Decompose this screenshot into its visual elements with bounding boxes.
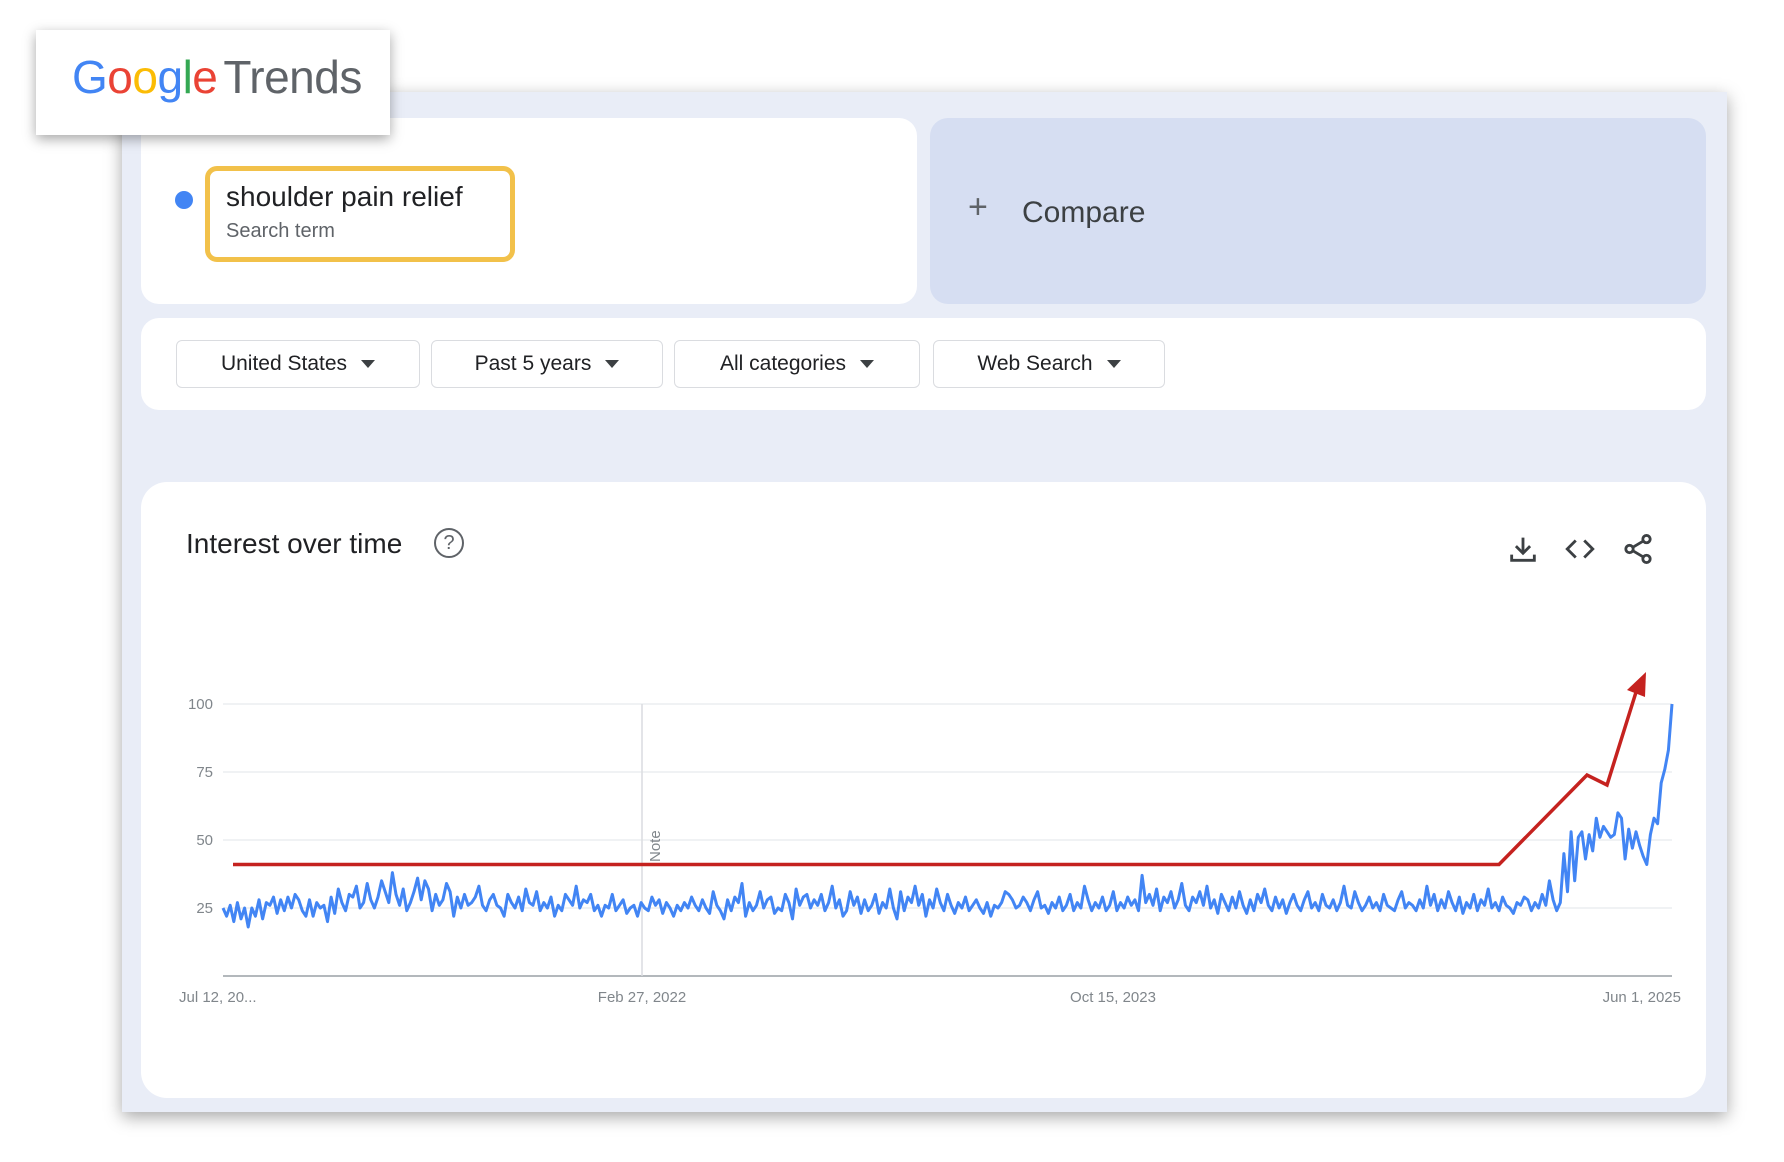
embed-code-icon[interactable]	[1563, 532, 1597, 566]
filter-bar: United States Past 5 years All categorie…	[141, 318, 1706, 410]
interest-over-time-card: Interest over time ? 25 50 75 100 Jul 12, 2…	[141, 482, 1706, 1098]
compare-label: Compare	[1022, 196, 1146, 229]
download-icon[interactable]	[1506, 532, 1540, 566]
y-tick-label: 50	[196, 832, 213, 849]
filter-category-label: All categories	[719, 352, 847, 375]
series-color-dot	[175, 191, 193, 209]
y-tick-label: 75	[196, 764, 213, 781]
caret-down-icon	[605, 360, 620, 368]
search-term-card[interactable]: shoulder pain relief Search term	[141, 118, 917, 304]
google-trends-logo[interactable]: Google Trends	[72, 51, 362, 103]
logo-product: Trends	[223, 51, 362, 103]
search-term-highlight	[205, 166, 515, 262]
caret-down-icon	[361, 360, 376, 368]
x-tick-label: Oct 15, 2023	[1070, 989, 1156, 1006]
caret-down-icon	[1106, 360, 1121, 368]
search-term-name[interactable]: shoulder pain relief	[226, 181, 463, 212]
plus-icon: +	[968, 188, 988, 226]
filter-category[interactable]: All categories	[674, 340, 920, 388]
trend-arrow-head	[1627, 672, 1646, 697]
logo-box: Google Trends	[36, 30, 390, 135]
x-tick-label: Feb 27, 2022	[598, 989, 686, 1006]
filter-search-type-label: Web Search	[977, 352, 1093, 375]
series-line-shoulder-pain-relief	[221, 703, 1674, 929]
chart-title: Interest over time	[186, 528, 403, 559]
y-tick-label: 100	[188, 696, 213, 713]
filter-region-label: United States	[220, 352, 348, 375]
trend-arrow-annotation	[233, 688, 1639, 867]
note-label[interactable]: Note	[647, 830, 664, 862]
filter-time-range[interactable]: Past 5 years	[431, 340, 663, 388]
x-tick-label: Jun 1, 2025	[1603, 989, 1681, 1006]
help-circle-icon[interactable]: ?	[434, 528, 464, 558]
search-term-subtitle: Search term	[226, 220, 335, 242]
filter-search-type[interactable]: Web Search	[933, 340, 1165, 388]
filter-time-label: Past 5 years	[474, 352, 592, 375]
filter-region[interactable]: United States	[176, 340, 420, 388]
y-tick-label: 25	[196, 900, 213, 917]
share-icon[interactable]	[1621, 532, 1655, 566]
caret-down-icon	[860, 360, 875, 368]
x-tick-label: Jul 12, 20...	[179, 989, 257, 1006]
compare-button[interactable]: + Compare	[930, 118, 1706, 304]
interest-chart: 25 50 75 100 Jul 12, 20... Feb 27, 2022 Oct 1…	[179, 672, 1681, 1006]
